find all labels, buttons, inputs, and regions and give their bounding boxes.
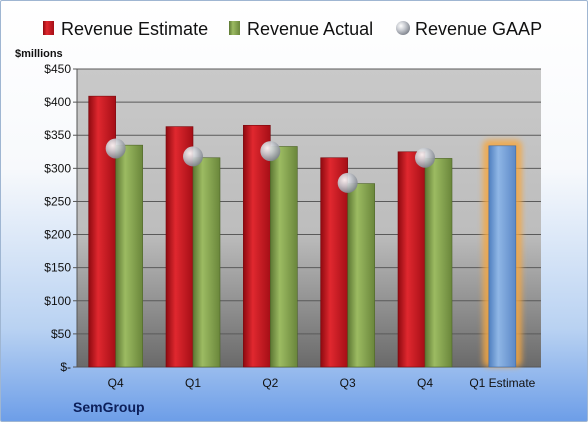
x-tick-label: Q1 Estimate [469,376,535,390]
legend-swatch [396,21,410,35]
legend-label: Revenue GAAP [415,19,542,39]
marker-revenue-gaap [183,146,203,167]
bar-revenue-estimate [397,151,426,368]
y-tick-label: $100 [44,294,71,308]
x-tick-label: Q4 [417,376,433,390]
y-tick-label: $200 [44,228,71,242]
y-unit-label: $millions [15,48,63,60]
bar-revenue-actual [115,144,143,368]
x-tick-label: Q1 [185,376,201,390]
y-tick-label: $250 [44,194,71,208]
bar-revenue-actual [270,146,298,368]
bar-estimate-highlight [488,145,517,368]
marker-revenue-gaap [337,172,358,193]
bar-revenue-estimate [165,126,194,368]
marker-revenue-gaap [105,138,126,159]
legend-swatch [43,21,54,35]
legend-label: Revenue Actual [247,19,373,39]
legend-label: Revenue Estimate [61,19,208,39]
y-tick-label: $50 [51,327,71,341]
company-name: SemGroup [73,399,145,415]
y-tick-label: $- [60,360,71,374]
x-tick-label: Q4 [108,376,124,390]
bar-revenue-estimate [88,95,116,368]
marker-revenue-gaap [415,147,435,168]
x-tick-label: Q3 [340,376,356,390]
bar-revenue-actual [347,183,375,368]
legend-swatch [229,21,240,35]
bar-revenue-actual [424,158,453,368]
y-tick-label: $150 [44,261,71,275]
y-tick-label: $450 [44,62,71,76]
bar-revenue-actual [192,157,221,368]
y-tick-label: $400 [44,95,71,109]
y-tick-label: $300 [44,161,71,175]
x-tick-label: Q2 [262,376,278,390]
bar-revenue-estimate [320,157,348,368]
y-tick-label: $350 [44,128,71,142]
bar-revenue-estimate [243,124,271,368]
plot-area [77,69,541,367]
marker-revenue-gaap [260,141,281,162]
